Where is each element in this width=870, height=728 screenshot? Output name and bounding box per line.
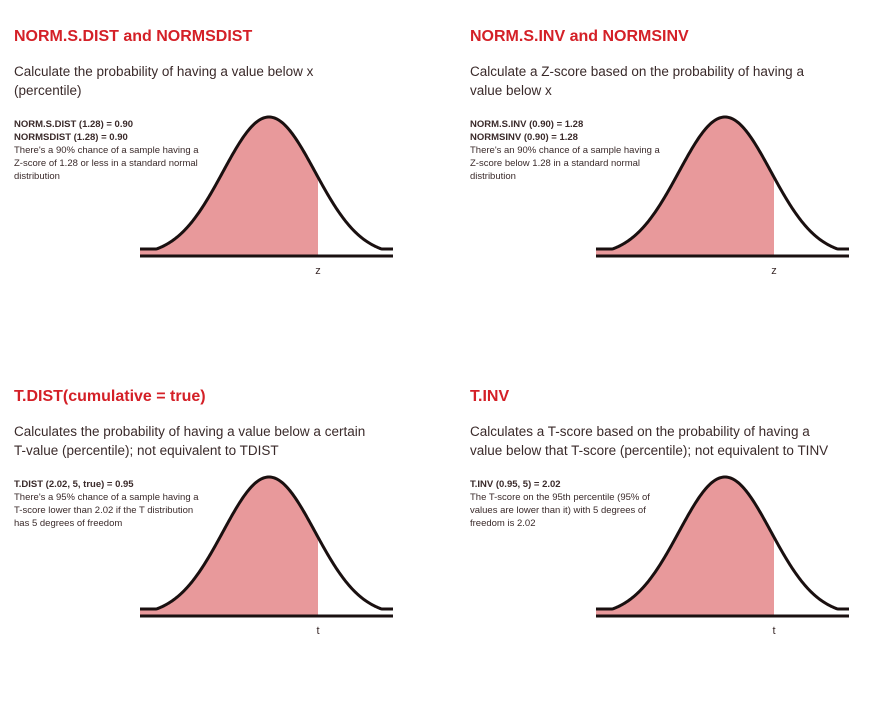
bell-curve-diagram: z bbox=[596, 115, 849, 277]
bell-curve-diagram: t bbox=[140, 475, 393, 637]
panel-description: Calculate a Z-score based on the probabi… bbox=[470, 64, 804, 98]
panel-description: Calculate the probability of having a va… bbox=[14, 64, 314, 98]
example-note: NORM.S.DIST (1.28) = 0.90 NORMSDIST (1.2… bbox=[14, 118, 204, 183]
distribution-curve bbox=[596, 475, 849, 611]
panel-title: NORM.S.DIST and NORMSDIST bbox=[14, 28, 253, 45]
shaded-area bbox=[140, 117, 318, 256]
example-note: T.DIST (2.02, 5, true) = 0.95 There's a … bbox=[14, 478, 204, 530]
formula-line: NORMSINV (0.90) = 1.28 bbox=[470, 132, 578, 143]
axis-label: t bbox=[316, 625, 319, 637]
panel-description: Calculates the probability of having a v… bbox=[14, 424, 366, 458]
explanation-text: The T-score on the 95th percentile (95% … bbox=[470, 492, 650, 529]
formula-line: T.INV (0.95, 5) = 2.02 bbox=[470, 479, 561, 490]
explanation-text: There's a 95% chance of a sample having … bbox=[14, 492, 199, 529]
panel-title: T.INV bbox=[470, 388, 510, 405]
axis-label: t bbox=[772, 625, 775, 637]
shaded-area bbox=[596, 477, 774, 616]
bell-curve-diagram: t bbox=[596, 475, 849, 637]
distribution-curve bbox=[140, 475, 393, 611]
panel-norm-s-dist: NORM.S.DIST and NORMSDIST Calculate the … bbox=[14, 28, 434, 348]
axis-label: z bbox=[771, 265, 777, 277]
bell-curve-diagram: z bbox=[140, 115, 393, 277]
panel-t-inv: T.INV Calculates a T-score based on the … bbox=[470, 388, 870, 708]
panel-description: Calculates a T-score based on the probab… bbox=[470, 424, 829, 458]
formula-line: T.DIST (2.02, 5, true) = 0.95 bbox=[14, 479, 134, 490]
explanation-text: There's a 90% chance of a sample having … bbox=[14, 145, 199, 182]
formula-line: NORM.S.INV (0.90) = 1.28 bbox=[470, 119, 584, 130]
panel-norm-s-inv: NORM.S.INV and NORMSINV Calculate a Z-sc… bbox=[470, 28, 870, 348]
panel-title: NORM.S.INV and NORMSINV bbox=[470, 28, 689, 45]
shaded-area bbox=[140, 477, 318, 616]
formula-line: NORMSDIST (1.28) = 0.90 bbox=[14, 132, 128, 143]
axis-label: z bbox=[315, 265, 321, 277]
formula-line: NORM.S.DIST (1.28) = 0.90 bbox=[14, 119, 134, 130]
example-note: T.INV (0.95, 5) = 2.02 The T-score on th… bbox=[470, 478, 660, 530]
panel-t-dist: T.DIST(cumulative = true) Calculates the… bbox=[14, 388, 434, 708]
panel-title: T.DIST(cumulative = true) bbox=[14, 388, 206, 405]
distribution-curve bbox=[140, 115, 393, 251]
explanation-text: There's an 90% chance of a sample having… bbox=[470, 145, 660, 182]
distribution-curve bbox=[596, 115, 849, 251]
shaded-area bbox=[596, 117, 774, 256]
example-note: NORM.S.INV (0.90) = 1.28 NORMSINV (0.90)… bbox=[470, 118, 660, 183]
